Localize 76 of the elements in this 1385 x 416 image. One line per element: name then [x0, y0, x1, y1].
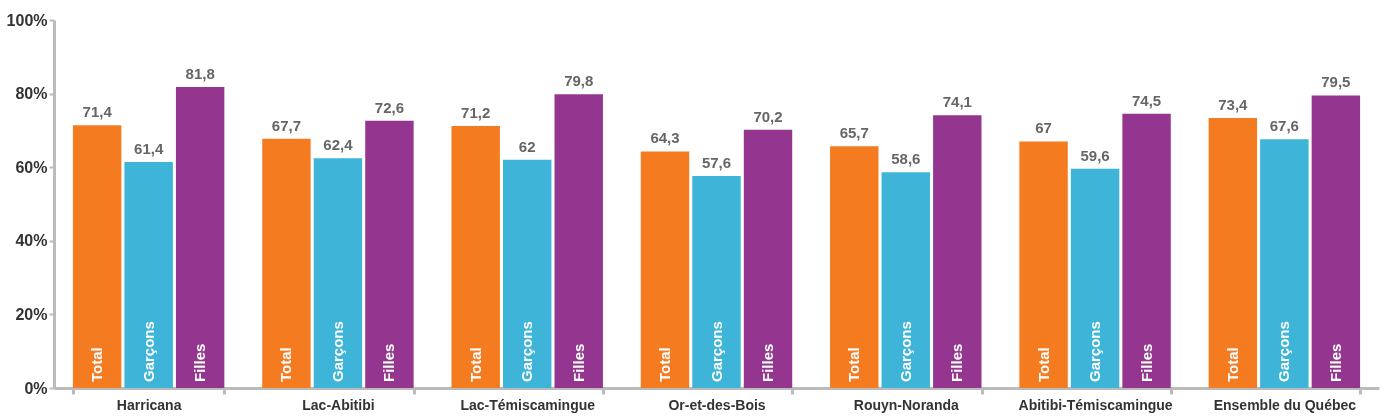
x-tick-label: Or-et-des-Bois [668, 396, 766, 413]
bar [554, 94, 603, 388]
data-label: 74,5 [1131, 91, 1162, 109]
text: Filles [759, 343, 777, 382]
bar [1122, 113, 1171, 388]
bar [881, 172, 930, 388]
text: Garçons [1275, 321, 1293, 382]
text: Filles [380, 343, 398, 382]
x-tick-label: Abitibi-Témiscamingue [1018, 396, 1173, 413]
data-label: 74,1 [942, 93, 972, 111]
bar [1260, 139, 1309, 388]
text: Garçons [1086, 321, 1104, 382]
data-label: 81,8 [185, 64, 215, 82]
data-label: 70,2 [753, 107, 783, 125]
bar [175, 86, 225, 388]
data-label: 73,4 [1218, 95, 1249, 113]
text: Total [845, 347, 863, 382]
data-label: 64,3 [650, 129, 680, 147]
series-label: Total [88, 347, 106, 382]
text: Garçons [896, 321, 914, 382]
bar [124, 162, 173, 388]
bar [1311, 95, 1361, 388]
data-label: 67 [1035, 119, 1052, 137]
bar [1208, 117, 1258, 388]
data-label: 62,4 [323, 136, 354, 154]
bar [72, 125, 122, 388]
y-tick-label: 80% [15, 85, 48, 103]
data-label: 57,6 [701, 154, 732, 172]
x-tick-label: Lac-Témiscamingue [460, 396, 596, 413]
data-label: 79,5 [1321, 73, 1351, 91]
text: Total [655, 347, 673, 382]
text: Total [277, 347, 295, 382]
series-label: Filles [191, 343, 209, 382]
bar [933, 115, 982, 388]
data-label: 71,4 [82, 103, 113, 121]
text: Total [1034, 347, 1052, 382]
data-label: 58,6 [891, 150, 921, 168]
data-label: 79,8 [564, 72, 594, 90]
y-tick-label: 100% [6, 11, 48, 29]
text: Garçons [707, 321, 725, 382]
bar [830, 146, 879, 388]
data-label: 67,6 [1269, 117, 1299, 135]
text: Filles [569, 343, 587, 382]
text: Garçons [518, 321, 536, 382]
bar [503, 159, 552, 388]
text: Filles [1326, 343, 1344, 382]
text: Garçons [328, 321, 346, 382]
bar [451, 125, 500, 388]
bar [640, 151, 690, 388]
x-tick-label: Harricana [116, 396, 182, 413]
data-label: 71,2 [461, 103, 491, 121]
y-tick-label: 0% [24, 379, 48, 397]
data-label: 62 [518, 137, 536, 155]
bar [1070, 168, 1120, 388]
bar [365, 120, 414, 388]
y-tick-label: 60% [15, 158, 48, 176]
y-tick-label: 40% [15, 232, 48, 250]
data-label: 59,6 [1080, 146, 1110, 164]
bar [313, 158, 363, 388]
bar [692, 176, 741, 388]
data-label: 72,6 [374, 98, 405, 116]
y-tick-label: 20% [15, 305, 48, 323]
bar [262, 138, 311, 388]
x-tick-label: Lac-Abitibi [302, 396, 375, 413]
text: Total [1223, 347, 1241, 382]
bar [743, 129, 793, 388]
series-label: Garçons [139, 321, 157, 382]
data-label: 65,7 [839, 124, 869, 142]
x-tick-label: Ensemble du Québec [1213, 396, 1357, 413]
text: Filles [1137, 343, 1155, 382]
data-label: 67,7 [271, 116, 302, 134]
text: Filles [948, 343, 966, 382]
text: Total [466, 347, 484, 382]
bar [1019, 141, 1068, 388]
x-tick-label: Rouyn-Noranda [853, 396, 959, 413]
data-label: 61,4 [134, 140, 164, 158]
